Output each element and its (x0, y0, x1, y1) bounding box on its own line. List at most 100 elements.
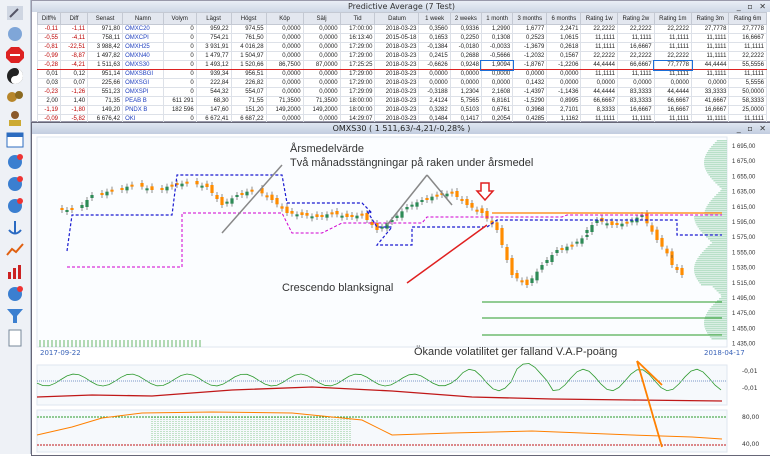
table-cell: 0,2415 (418, 51, 451, 61)
price-axis-label: 1 495,00 (732, 296, 756, 302)
column-header[interactable]: 2 weeks (449, 12, 482, 25)
table-cell: 222,84 (195, 78, 232, 88)
filter-icon[interactable] (4, 306, 26, 326)
candle-body (380, 226, 384, 229)
column-header[interactable]: Rating 1m (653, 12, 693, 25)
table-row[interactable]: -0,09 -5,82 6 676,42 OKI 0 6 672,41 6 687,22 0,… (36, 114, 767, 124)
date-start: 2017-09-22 (40, 349, 81, 357)
table-cell: 3 931,91 (195, 42, 232, 52)
volume-profile-bar (704, 164, 727, 166)
yin-yang-icon[interactable] (4, 66, 26, 86)
table-row[interactable]: -0,81 -22,51 3 988,42 OMXH25 0 3 931,91 4 016,… (36, 42, 767, 52)
table-cell: 0,07 (60, 78, 89, 88)
table-cell: 11,1111 (653, 33, 693, 43)
window-controls[interactable]: _ ▫ ✕ (736, 2, 768, 11)
table-cell: 17:29:00 (339, 51, 376, 61)
wrench-icon[interactable] (4, 3, 26, 23)
column-header[interactable]: Volym (162, 12, 197, 25)
table-cell: -1,19 (36, 105, 62, 115)
candle-body (195, 181, 199, 185)
volume-profile-bar (712, 286, 727, 288)
table-cell: OMXCPI (122, 33, 164, 43)
chart-title-bar[interactable]: OMXS30 ( 1 511,63/-4,21/-0,28% ) _ ▫ ✕ (32, 123, 770, 134)
anchor-icon[interactable] (4, 218, 26, 238)
table-cell: -0,3188 (418, 87, 451, 97)
table-row[interactable]: -0,11 -1,11 971,80 OMXC20 0 959,22 974,55 0,000… (36, 24, 767, 34)
globe-icon[interactable] (4, 152, 26, 172)
volume-profile-bar (710, 200, 727, 202)
column-header[interactable]: Rating 6m (728, 12, 767, 25)
user-icon[interactable] (4, 108, 26, 128)
table-cell: 151,20 (230, 105, 267, 115)
volume-profile-bar (715, 182, 727, 184)
candle-body (490, 220, 494, 225)
column-header[interactable]: Senast (87, 12, 124, 25)
volume-profile-bar (704, 322, 727, 324)
volume-profile-bar (696, 224, 727, 226)
candle-body (485, 211, 489, 219)
chart-window-controls[interactable]: _ ▫ ✕ (736, 124, 768, 133)
column-header[interactable]: Tid (339, 12, 376, 25)
table-row[interactable]: -0,28 -4,21 1 511,63 OMXS30 0 1 493,12 1 520,6… (36, 59, 767, 71)
column-header[interactable]: Sälj (302, 12, 341, 25)
table-cell: 2018-03-23 (374, 78, 420, 88)
table-cell: 0 (162, 87, 197, 97)
chart-line-icon[interactable] (4, 240, 26, 260)
candle-body (225, 201, 229, 204)
calendar-icon[interactable] (4, 130, 26, 150)
candle-body (175, 183, 179, 185)
candle-body (245, 191, 249, 196)
table-cell: 22,2222 (580, 51, 619, 61)
column-header[interactable]: Rating 3m (691, 12, 730, 25)
column-header[interactable]: Diff (60, 12, 89, 25)
globe-share-icon[interactable] (4, 284, 26, 304)
column-header[interactable]: 3 months (512, 12, 548, 25)
globe-alert-icon[interactable] (4, 174, 26, 194)
globe-notify-icon[interactable] (4, 196, 26, 216)
price-axis-label: 1 635,00 (732, 190, 756, 196)
table-cell: 11,1111 (653, 69, 693, 79)
column-header[interactable]: 6 months (546, 12, 582, 25)
column-header[interactable]: Köp (265, 12, 304, 25)
table-row[interactable]: 0,01 0,12 951,14 OMXSBGI 0 939,34 956,51 0,0000… (36, 69, 767, 79)
candle-body (630, 220, 634, 223)
column-header[interactable]: 1 week (418, 12, 451, 25)
volume-profile-bar (705, 328, 727, 330)
volume-profile-bar (720, 294, 727, 296)
table-row[interactable]: -0,55 -4,11 758,11 OMXCPI 0 754,21 761,50 0,000… (36, 33, 767, 43)
candle-body (140, 183, 144, 187)
table-cell: 2018-03-23 (374, 69, 420, 79)
volume-profile-bar (721, 296, 727, 298)
column-header[interactable]: Högst (230, 12, 267, 25)
volume-profile-bar (720, 190, 727, 192)
column-header[interactable]: 1 month (480, 12, 514, 25)
table-row[interactable]: 0,03 0,07 225,66 OMXSGI 0 222,84 226,82 0,0000 0… (36, 78, 767, 88)
price-chart[interactable]: 1 695,00 1 675,00 1 655,00 1 635,00 1 615,00… (32, 135, 770, 455)
table-cell: PNDX B (122, 105, 164, 115)
price-axis-label: 1 615,00 (732, 205, 756, 211)
table-row[interactable]: 2,00 1,40 71,35 PEAB B 611 291 68,30 71,55 71,3… (36, 96, 767, 106)
gears-icon[interactable] (4, 87, 26, 107)
window-title-bar[interactable]: Predictive Average (7 Test) _ ▫ ✕ (32, 1, 770, 12)
bar-chart-icon[interactable] (4, 262, 26, 282)
volume-profile-bar (694, 218, 727, 220)
table-cell: 761,50 (230, 33, 267, 43)
table-row[interactable]: -0,99 -8,87 1 497,82 OMXN40 0 1 479,77 1 504,9… (36, 51, 767, 61)
column-header[interactable]: Rating 2w (617, 12, 655, 25)
stop-icon[interactable] (4, 45, 26, 65)
table-cell: 149,2000 (265, 105, 304, 115)
document-icon[interactable] (4, 328, 26, 348)
table-row[interactable]: -0,23 -1,26 551,23 OMXSPI 0 544,32 554,07 0,000… (36, 87, 767, 97)
table-cell: 18:00:00 (339, 96, 376, 106)
column-header[interactable]: Diff% (36, 12, 62, 25)
tools-icon[interactable] (4, 24, 26, 44)
table-cell: OMXSPI (122, 87, 164, 97)
table-cell: -1,80 (60, 105, 89, 115)
table-row[interactable]: -1,19 -1,80 149,20 PNDX B 182 596 147,60 151,2… (36, 105, 767, 115)
column-header[interactable]: Rating 1w (580, 12, 619, 25)
table-cell: -1,8767 (512, 60, 548, 70)
column-header[interactable]: Lägst (195, 12, 232, 25)
table-cell: 0,3282 (418, 105, 451, 115)
column-header[interactable]: Datum (374, 12, 420, 25)
column-header[interactable]: Namn (122, 12, 164, 25)
